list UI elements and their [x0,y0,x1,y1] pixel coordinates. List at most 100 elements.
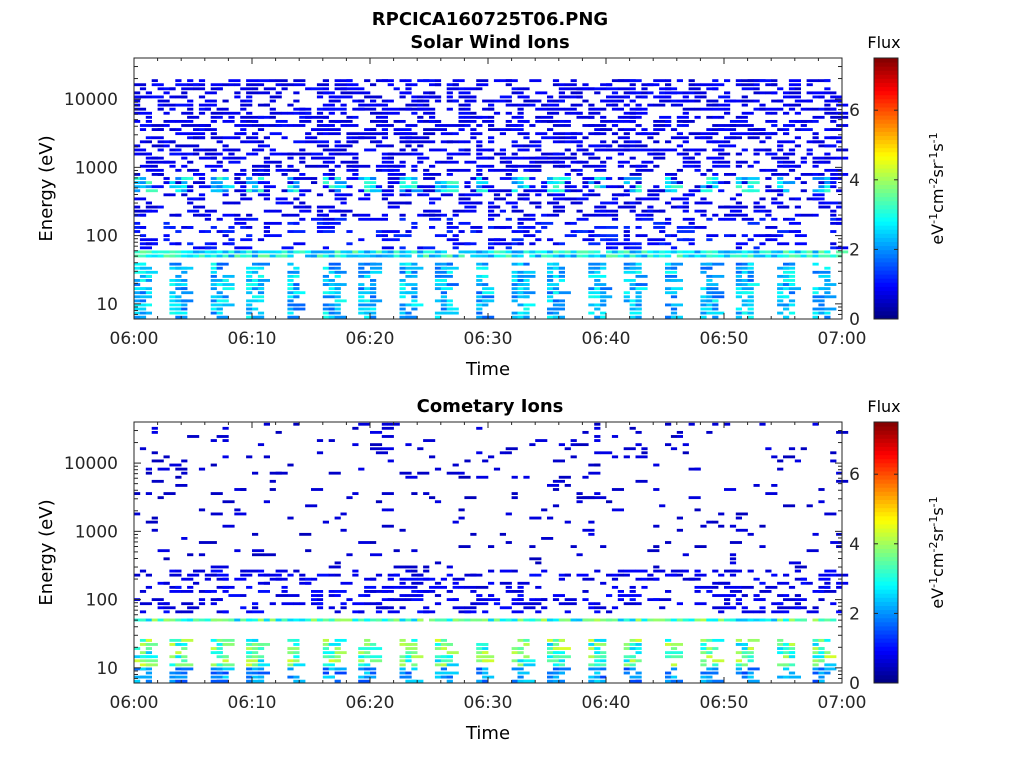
colorbar-swatch [874,274,898,279]
spectrogram-cell [582,475,589,479]
spectrogram-cell [246,83,259,87]
spectrogram-cell [163,557,170,561]
spectrogram-cell [552,262,560,266]
spectrogram-cell [163,181,170,185]
spectrogram-cell [818,270,831,274]
spectrogram-cell [635,124,642,127]
spectrogram-cell [458,107,465,111]
spectrogram-cell [281,590,288,593]
spectrogram-cell [552,598,560,602]
spectrogram-cell [358,655,365,659]
spectrogram-cell [812,115,825,119]
spectrogram-cell [824,655,837,659]
spectrogram-cell [340,528,347,532]
spectrogram-cell [529,217,536,221]
spectrogram-cell [334,79,341,83]
spectrogram-cell [364,307,371,311]
spectrogram-cell [275,201,282,205]
spectrogram-cell [629,111,636,115]
spectrogram-cell [694,168,701,172]
spectrogram-cell [688,221,695,225]
spectrogram-cell [753,201,760,205]
spectrogram-cell [517,148,530,152]
spectrogram-cell [299,602,306,606]
spectrogram-cell [682,569,689,573]
spectrogram-cell [169,193,176,197]
spectrogram-cell [204,209,217,213]
spectrogram-cell [547,95,554,99]
spectrogram-cell [741,643,748,646]
spectrogram-cell [552,679,560,683]
spectrogram-cell [387,99,394,103]
spectrogram-cell [706,430,713,434]
spectrogram-cell [434,500,442,504]
spectrogram-cell [824,315,831,319]
spectrogram-cell [783,103,790,107]
spectrogram-cell [139,675,152,679]
spectrogram-cell [606,610,613,614]
spectrogram-cell [482,99,495,103]
spectrogram-cell [729,234,737,238]
spectrogram-cell [635,234,648,238]
spectrogram-cell [322,132,329,136]
spectrogram-cell [552,274,560,278]
spectrogram-cell [517,217,524,221]
spectrogram-cell [293,283,300,286]
spectrogram-cell [464,209,477,213]
spectrogram-cell [511,679,518,683]
spectrogram-cell [263,87,276,91]
colorbar-swatch [874,609,898,615]
spectrogram-cell [334,164,341,168]
spectrogram-cell [647,213,654,217]
spectrogram-cell [222,250,229,254]
spectrogram-cell [729,553,737,557]
spectrogram-cell [511,311,518,315]
spectrogram-cell [830,136,837,140]
spectrogram-cell [204,254,211,258]
spectrogram-cell [322,87,329,91]
spectrogram-cell [145,638,152,642]
spectrogram-cell [269,132,282,136]
spectrogram-cell [647,193,660,197]
spectrogram-cell [547,189,554,193]
spectrogram-cell [535,561,542,565]
spectrogram-cell [446,303,453,307]
spectrogram-cell [482,459,489,463]
spectrogram-cell [777,675,784,679]
spectrogram-cell [594,144,601,148]
spectrogram-cell [145,201,152,205]
spectrogram-cell [246,250,253,254]
spectrogram-cell [169,164,176,168]
spectrogram-cell [783,598,796,602]
spectrogram-cell [670,128,678,131]
y-axis-label: Energy (eV) [36,499,57,605]
spectrogram-cell [564,173,571,176]
spectrogram-cell [505,177,512,180]
spectrogram-cell [564,197,577,201]
spectrogram-cell [476,291,483,295]
spectrogram-cell [635,274,648,278]
spectrogram-cell [653,119,660,123]
spectrogram-cell [600,451,613,455]
spectrogram-cell [511,299,518,303]
spectrogram-cell [252,299,259,303]
spectrogram-cell [741,234,748,238]
spectrogram-cell [228,230,235,233]
spectrogram-cell [653,226,666,229]
spectrogram-cell [334,618,341,622]
spectrogram-cell [806,610,819,614]
spectrogram-cell [812,299,825,303]
spectrogram-cell [222,274,235,278]
spectrogram-cell [246,610,253,614]
spectrogram-cell [700,197,707,201]
spectrogram-cell [588,250,595,254]
spectrogram-cell [724,581,731,585]
spectrogram-cell [836,610,843,614]
spectrogram-cell [712,83,725,87]
spectrogram-cell [659,242,666,246]
spectrogram-cell [641,618,648,622]
spectrogram-cell [263,573,276,577]
spectrogram-cell [346,242,353,246]
spectrogram-cell [729,569,742,573]
spectrogram-cell [735,512,748,516]
